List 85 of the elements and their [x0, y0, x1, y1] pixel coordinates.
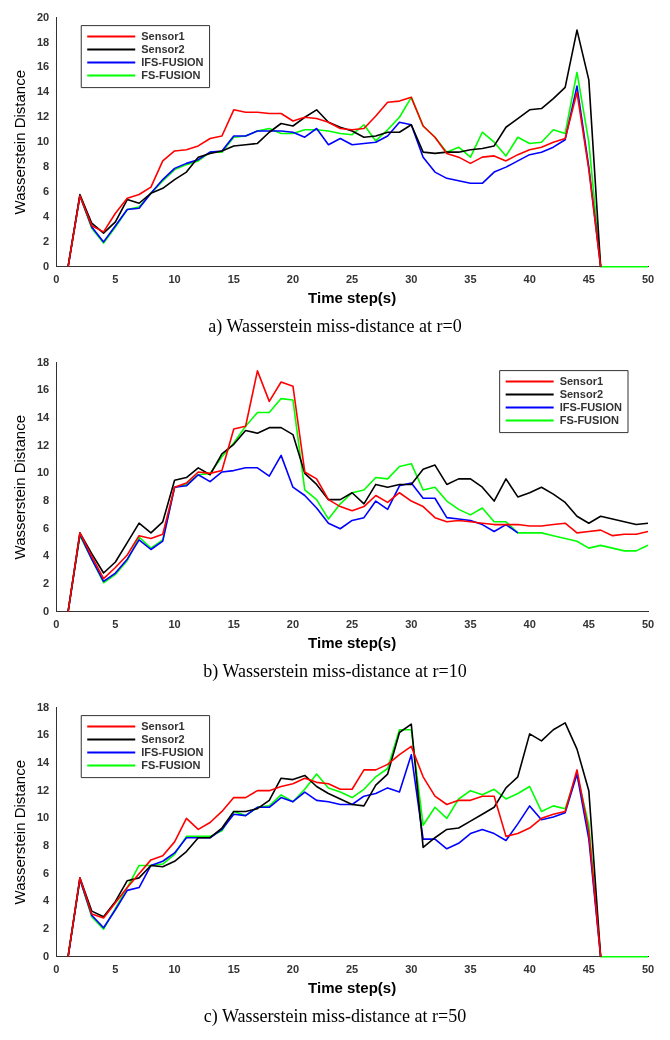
legend-label: Sensor2 [141, 42, 185, 55]
y-tick-label: 4 [43, 894, 51, 907]
y-tick-label: 12 [36, 438, 50, 451]
legend-label: FS-FUSION [559, 413, 619, 426]
x-axis-title: Time step(s) [308, 289, 397, 307]
x-tick-label: 0 [53, 963, 60, 976]
y-tick-label: 8 [43, 494, 50, 507]
x-tick-label: 15 [227, 273, 240, 286]
x-tick-label: 5 [112, 963, 119, 976]
y-tick-label: 16 [36, 728, 50, 741]
y-tick-label: 18 [36, 700, 50, 713]
x-axis-title: Time step(s) [308, 979, 397, 997]
x-tick-label: 0 [53, 273, 60, 286]
y-tick-label: 2 [43, 922, 50, 935]
x-tick-label: 35 [464, 273, 477, 286]
x-tick-label: 50 [641, 963, 655, 976]
x-tick-label: 20 [286, 618, 300, 631]
y-tick-label: 18 [36, 355, 50, 368]
y-tick-label: 10 [36, 811, 50, 824]
y-axis-title: Wasserstein Distance [11, 759, 29, 905]
x-tick-label: 15 [227, 618, 240, 631]
legend-label: IFS-FUSION [559, 400, 623, 413]
x-tick-label: 25 [345, 963, 359, 976]
y-tick-label: 18 [36, 35, 50, 48]
x-tick-label: 30 [405, 963, 418, 976]
legend-label: Sensor1 [141, 719, 185, 732]
x-tick-label: 50 [641, 273, 655, 286]
x-tick-label: 10 [168, 273, 181, 286]
y-tick-label: 14 [36, 85, 51, 98]
y-tick-label: 8 [43, 160, 50, 173]
legend-label: Sensor1 [141, 29, 185, 42]
legend-label: IFS-FUSION [141, 745, 204, 758]
x-tick-label: 25 [345, 618, 359, 631]
x-tick-label: 30 [405, 273, 418, 286]
x-tick-label: 45 [582, 963, 595, 976]
y-tick-label: 10 [36, 466, 50, 479]
y-tick-label: 2 [43, 577, 50, 590]
legend-label: Sensor1 [559, 374, 604, 387]
text: b) Wasserstein miss-distance at r=10 [202, 661, 468, 682]
y-tick-label: 16 [36, 60, 50, 73]
x-axis-title: Time step(s) [308, 634, 397, 652]
y-tick-label: 4 [43, 209, 51, 222]
x-tick-label: 35 [464, 963, 477, 976]
y-tick-label: 0 [43, 949, 50, 962]
x-tick-label: 10 [168, 618, 181, 631]
y-tick-label: 14 [36, 411, 51, 424]
x-tick-label: 0 [53, 618, 60, 631]
x-tick-label: 20 [286, 963, 300, 976]
legend-label: Sensor2 [559, 387, 604, 400]
text: a) Wasserstein miss-distance at r=0 [207, 316, 463, 337]
y-tick-label: 12 [36, 110, 50, 123]
y-tick-label: 20 [36, 10, 50, 23]
legend-label: IFS-FUSION [141, 55, 204, 68]
y-axis-title: Wasserstein Distance [11, 69, 29, 215]
x-tick-label: 5 [112, 618, 119, 631]
y-tick-label: 6 [43, 866, 50, 879]
y-tick-label: 6 [43, 521, 50, 534]
x-tick-label: 45 [582, 273, 595, 286]
x-tick-label: 40 [523, 963, 536, 976]
x-tick-label: 25 [345, 273, 359, 286]
y-tick-label: 14 [36, 756, 51, 769]
y-tick-label: 4 [43, 549, 51, 562]
y-tick-label: 2 [43, 234, 50, 247]
y-tick-label: 0 [43, 604, 50, 617]
y-tick-label: 16 [36, 383, 50, 396]
text: c) Wasserstein miss-distance at r=50 [202, 1006, 468, 1027]
x-tick-label: 10 [168, 963, 181, 976]
x-tick-label: 40 [523, 273, 536, 286]
x-tick-label: 30 [405, 618, 418, 631]
x-tick-label: 50 [641, 618, 655, 631]
x-tick-label: 20 [286, 273, 300, 286]
x-tick-label: 45 [582, 618, 595, 631]
x-tick-label: 40 [523, 618, 536, 631]
legend-label: FS-FUSION [141, 758, 201, 771]
legend-label: FS-FUSION [141, 68, 201, 81]
x-tick-label: 15 [227, 963, 240, 976]
x-tick-label: 5 [112, 273, 119, 286]
legend-label: Sensor2 [141, 732, 185, 745]
y-tick-label: 0 [43, 259, 50, 272]
y-tick-label: 8 [43, 839, 50, 852]
y-tick-label: 6 [43, 185, 50, 198]
y-axis-title: Wasserstein Distance [11, 414, 29, 560]
x-tick-label: 35 [464, 618, 477, 631]
y-tick-label: 12 [36, 783, 50, 796]
y-tick-label: 10 [36, 135, 50, 148]
